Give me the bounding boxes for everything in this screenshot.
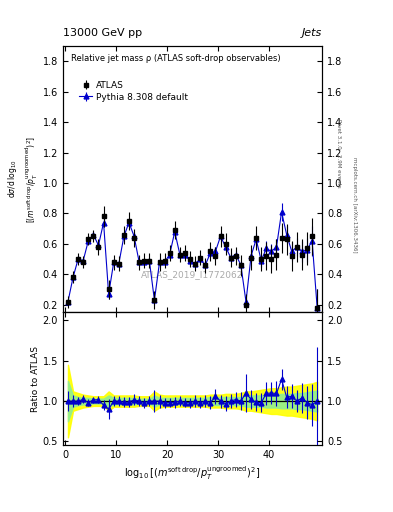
Text: Relative jet mass ρ (ATLAS soft-drop observables): Relative jet mass ρ (ATLAS soft-drop obs… [71, 54, 280, 63]
Text: Rivet 3.1.0,  2.9M events: Rivet 3.1.0, 2.9M events [336, 119, 341, 188]
Y-axis label: $(1/\sigma_\mathrm{resum})$
$\mathrm{d}\sigma/\mathrm{d}\,\log_{10}$
$[(m^\mathr: $(1/\sigma_\mathrm{resum})$ $\mathrm{d}\… [0, 136, 40, 223]
Text: ATLAS_2019_I1772062: ATLAS_2019_I1772062 [141, 270, 244, 280]
Text: Jets: Jets [302, 28, 322, 38]
Text: 13000 GeV pp: 13000 GeV pp [63, 28, 142, 38]
Text: mcplots.cern.ch [arXiv:1306.3436]: mcplots.cern.ch [arXiv:1306.3436] [352, 157, 357, 252]
Legend: ATLAS, Pythia 8.308 default: ATLAS, Pythia 8.308 default [75, 77, 191, 105]
Y-axis label: Ratio to ATLAS: Ratio to ATLAS [31, 346, 40, 412]
X-axis label: $\log_{10}[(m^\mathrm{soft\,drop}/p_T^\mathrm{ungroomed})^2]$: $\log_{10}[(m^\mathrm{soft\,drop}/p_T^\m… [125, 464, 261, 482]
